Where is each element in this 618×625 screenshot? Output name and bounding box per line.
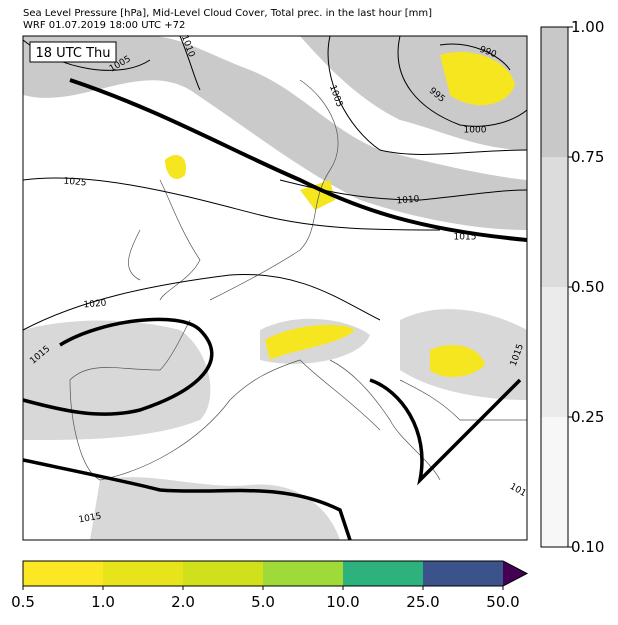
cloud-colorbar-segment bbox=[541, 417, 568, 547]
map-area bbox=[23, 36, 527, 540]
precip-colorbar-label: 5.0 bbox=[251, 593, 275, 611]
isobar-label: 1015 bbox=[454, 233, 477, 243]
cloud-colorbar-segment bbox=[541, 157, 568, 287]
cloud-colorbar-label: 0.75 bbox=[571, 148, 604, 166]
isobar-label: 1010 bbox=[396, 194, 420, 206]
precip-colorbar-segment bbox=[263, 561, 343, 586]
precip-colorbar-label: 10.0 bbox=[326, 593, 359, 611]
precip-colorbar-label: 50.0 bbox=[486, 593, 519, 611]
isobar-label: 1015 bbox=[78, 512, 102, 526]
cloud-colorbar-label: 0.50 bbox=[571, 278, 604, 296]
precip-colorbar-extend bbox=[503, 561, 527, 586]
precip-colorbar-label: 1.0 bbox=[91, 593, 115, 611]
precip-colorbar-segment bbox=[343, 561, 423, 586]
precip-colorbar-label: 25.0 bbox=[406, 593, 439, 611]
coastlines bbox=[69, 79, 527, 481]
cloud-colorbar-segment bbox=[541, 287, 568, 417]
header-title: Sea Level Pressure [hPa], Mid-Level Clou… bbox=[23, 8, 432, 19]
cloud-colorbar-label: 0.10 bbox=[571, 538, 604, 556]
precip-areas bbox=[165, 51, 515, 377]
precip-colorbar-segment bbox=[183, 561, 263, 586]
precip-colorbar-label: 0.5 bbox=[11, 593, 35, 611]
cloud-colorbar-label: 1.00 bbox=[571, 18, 604, 36]
header-subtitle: WRF 01.07.2019 18:00 UTC +72 bbox=[23, 20, 185, 31]
isobar-label: 1020 bbox=[83, 298, 107, 310]
time-label-box bbox=[29, 41, 117, 63]
precip-colorbar-segment bbox=[423, 561, 503, 586]
precip-colorbar-segment bbox=[23, 561, 103, 586]
isobar-label: 1025 bbox=[63, 177, 87, 189]
time-label: 18 UTC Thu bbox=[36, 46, 111, 61]
cloud-colorbar-segment bbox=[541, 27, 568, 157]
cloud-colorbar-label: 0.25 bbox=[571, 408, 604, 426]
isobar-label: 1000 bbox=[464, 126, 487, 136]
isobars bbox=[23, 36, 527, 540]
precip-colorbar-label: 2.0 bbox=[171, 593, 195, 611]
precip-colorbar-segment bbox=[103, 561, 183, 586]
map-frame bbox=[22, 35, 528, 541]
precip-colorbar-frame bbox=[22, 560, 529, 587]
